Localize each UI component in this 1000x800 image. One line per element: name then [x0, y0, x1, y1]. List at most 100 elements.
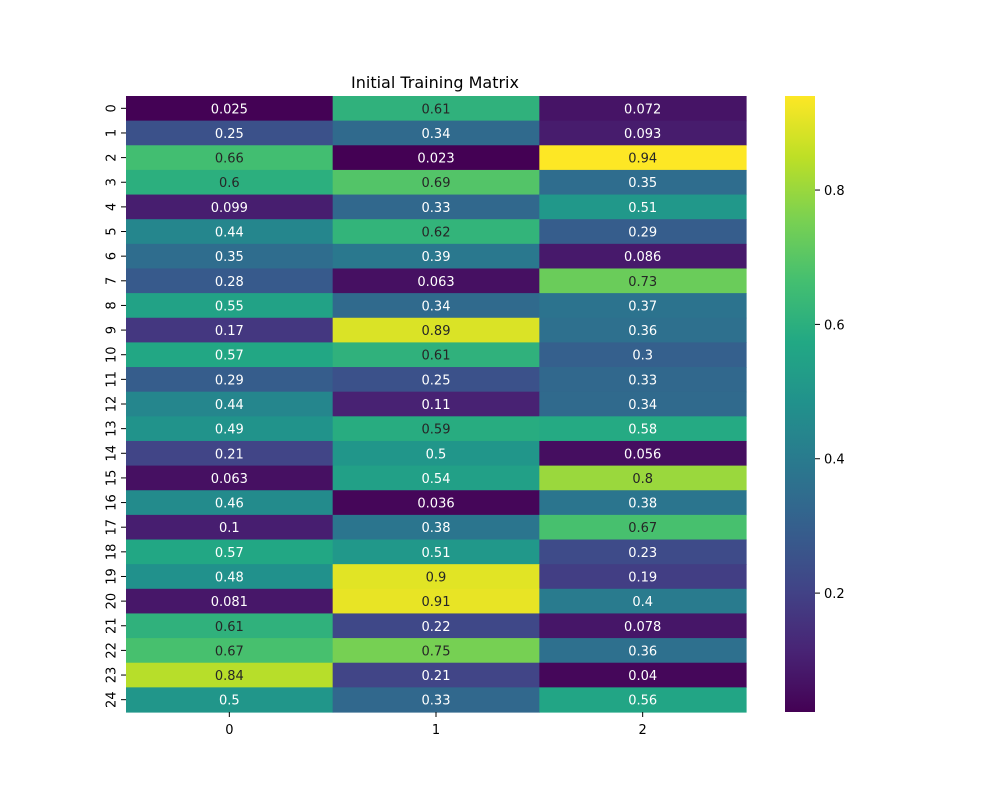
cell-value-label: 0.11	[422, 398, 451, 413]
y-tick-label: 15	[105, 470, 120, 487]
cell-value-label: 0.35	[628, 176, 657, 191]
cell-value-label: 0.33	[422, 201, 451, 216]
cell-value-label: 0.36	[628, 324, 657, 339]
heatmap-cell	[539, 243, 747, 270]
cell-value-label: 0.086	[624, 250, 661, 265]
y-tick-label: 2	[105, 153, 120, 161]
cell-value-label: 0.19	[628, 570, 657, 585]
heatmap-cell	[126, 169, 334, 196]
heatmap-cell	[539, 564, 747, 590]
heatmap-cell	[126, 342, 334, 368]
cell-value-label: 0.3	[632, 349, 653, 364]
heatmap-cell	[126, 120, 334, 146]
cell-value-label: 0.67	[215, 644, 244, 659]
x-axis: 0 1 2	[225, 712, 647, 738]
heatmap-cell	[332, 120, 540, 146]
y-tick-label: 14	[105, 445, 120, 462]
y-tick-label: 18	[105, 544, 120, 561]
heatmap-cell	[126, 243, 334, 270]
heatmap-cell	[332, 219, 540, 245]
cell-value-label: 0.62	[422, 226, 451, 241]
cell-value-label: 0.46	[215, 497, 244, 512]
heatmap-cell	[126, 564, 334, 590]
heatmap-cell	[539, 96, 747, 122]
cell-value-label: 0.5	[426, 447, 447, 462]
cell-value-label: 0.61	[215, 620, 244, 635]
heatmap-cell	[332, 662, 540, 688]
cell-value-label: 0.38	[422, 521, 451, 536]
heatmap-cell	[332, 391, 540, 417]
y-tick-label: 12	[105, 396, 120, 413]
cell-value-label: 0.5	[219, 694, 240, 709]
heatmap-cell	[332, 268, 540, 294]
y-tick-label: 8	[105, 301, 120, 309]
cell-value-label: 0.37	[628, 299, 657, 314]
heatmap-cell	[539, 219, 747, 245]
cell-value-label: 0.21	[422, 669, 451, 684]
heatmap-cell	[126, 490, 334, 516]
colorbar-tick-label: 0.2	[824, 587, 845, 602]
heatmap-cell	[126, 96, 334, 122]
cell-value-label: 0.36	[628, 644, 657, 659]
heatmap-cell	[332, 169, 540, 196]
heatmap-cell	[539, 687, 747, 713]
heatmap-cell	[332, 465, 540, 491]
cell-value-label: 0.84	[215, 669, 244, 684]
cell-value-label: 0.54	[422, 472, 451, 487]
cell-value-label: 0.33	[422, 694, 451, 709]
cell-value-label: 0.48	[215, 570, 244, 585]
cell-value-label: 0.04	[628, 669, 657, 684]
heatmap-cell	[126, 588, 334, 615]
cell-value-label: 0.57	[215, 349, 244, 364]
cell-value-label: 0.61	[422, 102, 451, 117]
cell-value-label: 0.55	[215, 299, 244, 314]
heatmap-cell	[126, 662, 334, 688]
cell-value-label: 0.22	[422, 620, 451, 635]
cell-value-label: 0.58	[628, 423, 657, 438]
y-tick-label: 21	[105, 617, 120, 634]
heatmap-cell	[539, 194, 747, 220]
cell-value-label: 0.66	[215, 152, 244, 167]
y-tick-label: 0	[105, 104, 120, 112]
heatmap-cell	[126, 391, 334, 417]
cell-value-label: 0.29	[628, 226, 657, 241]
heatmap-cell	[539, 465, 747, 491]
colorbar: 0.2 0.4 0.6 0.8	[785, 96, 845, 712]
heatmap-cell	[539, 317, 747, 343]
heatmap-cell	[332, 638, 540, 664]
heatmap-cell	[539, 638, 747, 664]
cell-value-label: 0.8	[632, 472, 653, 487]
heatmap-cell	[332, 293, 540, 319]
cell-value-label: 0.078	[624, 620, 661, 635]
heatmap-cell	[539, 391, 747, 417]
heatmap-cell	[539, 514, 747, 541]
colorbar-tick-label: 0.4	[824, 453, 845, 468]
cell-value-label: 0.51	[628, 201, 657, 216]
cell-value-label: 0.23	[628, 546, 657, 561]
cell-value-label: 0.025	[211, 102, 248, 117]
heatmap-cell	[539, 613, 747, 639]
cell-value-label: 0.25	[422, 373, 451, 388]
chart-title: Initial Training Matrix	[351, 73, 519, 92]
y-tick-label: 7	[105, 277, 120, 285]
heatmap-cell	[332, 613, 540, 639]
cell-value-label: 0.67	[628, 521, 657, 536]
heatmap-cell	[332, 440, 540, 467]
heatmap-cell	[126, 638, 334, 664]
heatmap-cell	[539, 367, 747, 393]
cell-value-label: 0.35	[215, 250, 244, 265]
heatmap-cell	[539, 588, 747, 615]
heatmap-cell	[332, 145, 540, 171]
colorbar-gradient	[785, 96, 815, 712]
cell-value-label: 0.28	[215, 275, 244, 290]
heatmap-cell	[332, 194, 540, 220]
y-tick-label: 13	[105, 420, 120, 437]
cell-value-label: 0.51	[422, 546, 451, 561]
cell-value-label: 0.38	[628, 497, 657, 512]
y-tick-label: 16	[105, 494, 120, 511]
colorbar-tick-label: 0.6	[824, 318, 845, 333]
heatmap-cell	[126, 687, 334, 713]
cell-value-label: 0.072	[624, 102, 661, 117]
x-tick-label: 2	[639, 723, 647, 738]
heatmap-cell	[332, 514, 540, 541]
